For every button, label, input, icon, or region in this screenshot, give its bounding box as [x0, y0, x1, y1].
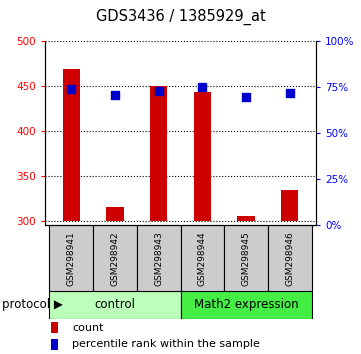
Text: count: count: [72, 323, 104, 333]
Bar: [281, 190, 299, 221]
Bar: [93, 225, 137, 291]
Bar: [193, 92, 211, 221]
Bar: [237, 216, 255, 221]
Bar: [62, 69, 80, 221]
Point: [243, 94, 249, 99]
Text: percentile rank within the sample: percentile rank within the sample: [72, 339, 260, 349]
Bar: [180, 291, 312, 319]
Bar: [49, 225, 93, 291]
Text: GSM298946: GSM298946: [285, 231, 294, 286]
Text: GSM298942: GSM298942: [110, 231, 119, 286]
Bar: [106, 207, 124, 221]
Point: [69, 86, 74, 92]
Text: GDS3436 / 1385929_at: GDS3436 / 1385929_at: [96, 9, 265, 25]
Point: [156, 88, 162, 94]
Bar: [51, 322, 58, 333]
Text: GSM298941: GSM298941: [67, 231, 76, 286]
Text: GSM298945: GSM298945: [242, 231, 251, 286]
Bar: [51, 339, 58, 349]
Text: protocol ▶: protocol ▶: [2, 298, 63, 311]
Bar: [180, 225, 224, 291]
Text: GSM298944: GSM298944: [198, 231, 207, 286]
Point: [287, 90, 292, 96]
Text: GSM298943: GSM298943: [154, 231, 163, 286]
Bar: [137, 225, 180, 291]
Point: [112, 92, 118, 98]
Bar: [49, 291, 180, 319]
Bar: [268, 225, 312, 291]
Bar: [224, 225, 268, 291]
Point: [199, 85, 205, 90]
Text: Math2 expression: Math2 expression: [194, 298, 298, 311]
Text: control: control: [95, 298, 135, 311]
Bar: [150, 86, 168, 221]
